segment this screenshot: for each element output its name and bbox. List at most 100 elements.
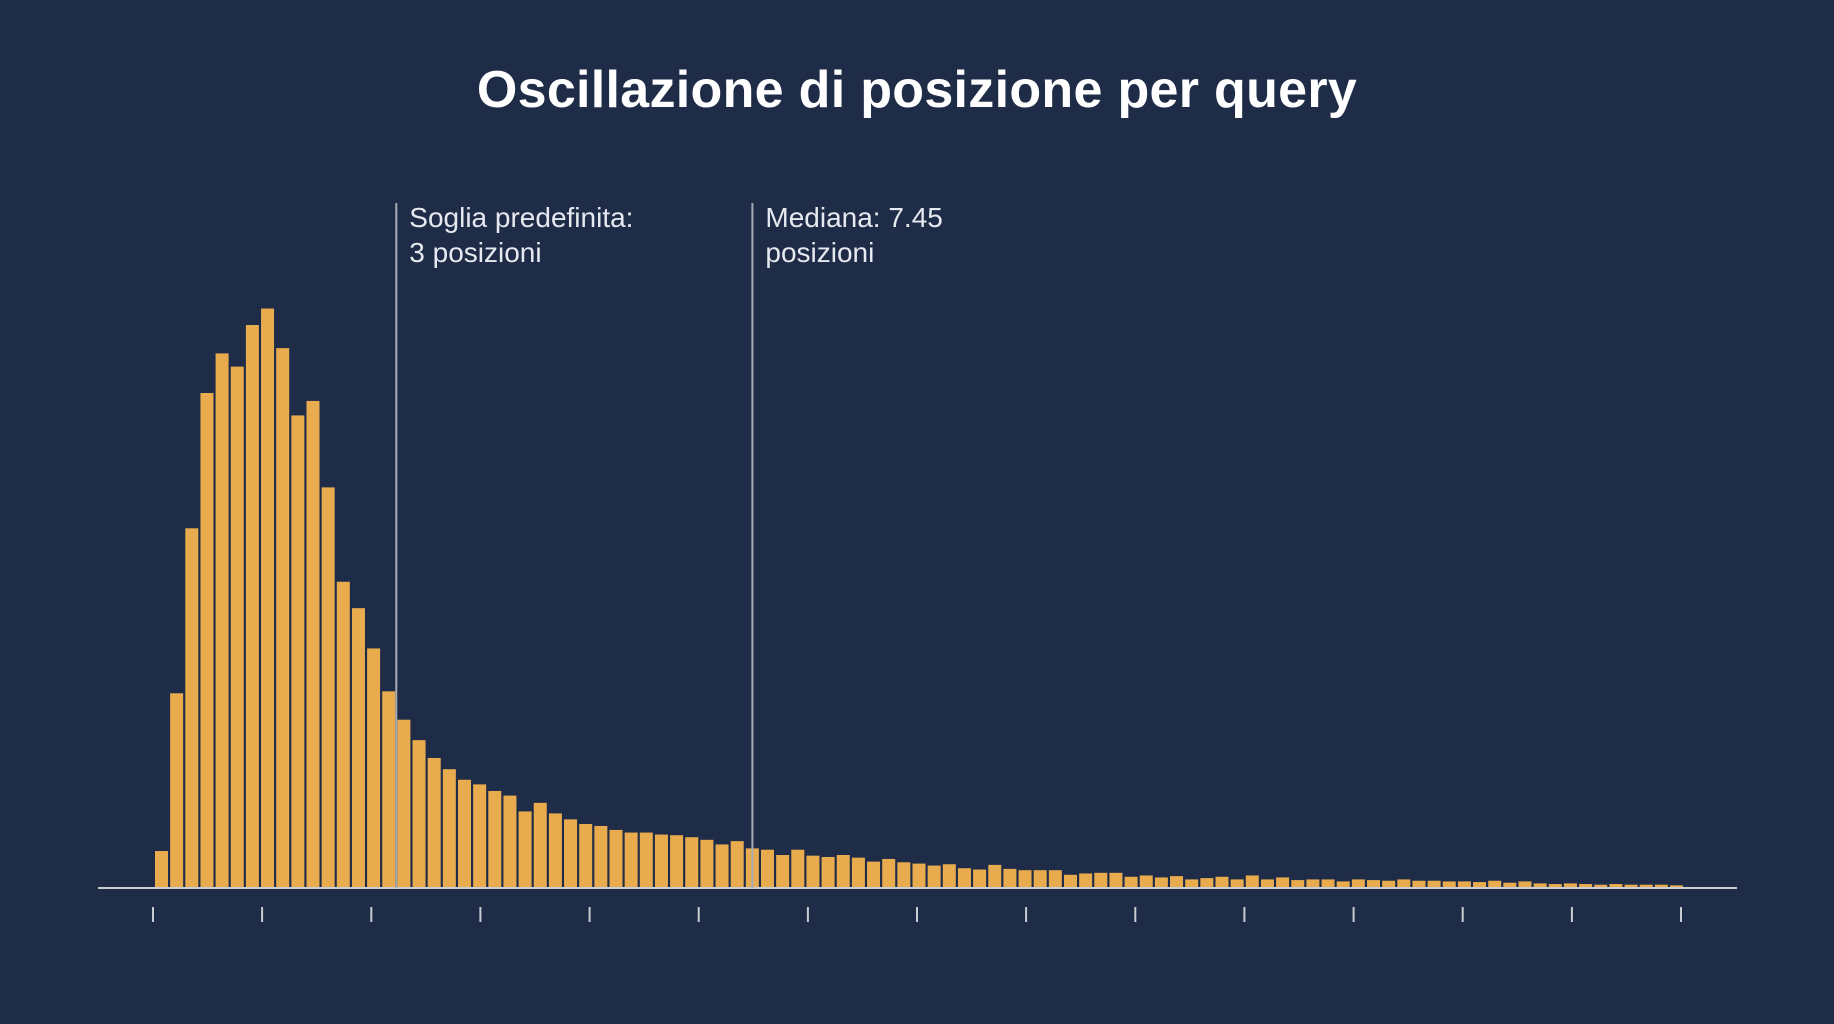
histogram-bar <box>1003 868 1017 888</box>
histogram-bar <box>1336 881 1350 888</box>
histogram-bar <box>730 841 744 888</box>
histogram-bar <box>1018 870 1032 888</box>
histogram-bar <box>1518 881 1532 888</box>
histogram-bar <box>609 829 623 888</box>
histogram-bar <box>442 769 456 888</box>
histogram-bar <box>548 813 562 888</box>
histogram-bar <box>321 487 335 888</box>
histogram-bar <box>427 757 441 888</box>
histogram-bar <box>1139 875 1153 888</box>
histogram-bar <box>1427 880 1441 888</box>
histogram-bar <box>245 325 259 888</box>
histogram-bar <box>685 837 699 888</box>
histogram-bar <box>200 393 214 888</box>
histogram-bar <box>579 823 593 888</box>
histogram-bar <box>1533 883 1547 888</box>
histogram-bar <box>1579 884 1593 888</box>
histogram-bar <box>654 834 668 888</box>
histogram-bar <box>276 348 290 888</box>
histogram-bar <box>851 857 865 888</box>
histogram-bar <box>473 784 487 888</box>
histogram-bar <box>351 608 365 888</box>
histogram-bar <box>670 835 684 888</box>
histogram-bar <box>594 825 608 888</box>
histogram-bar <box>1412 880 1426 888</box>
histogram-bar <box>1200 878 1214 888</box>
histogram-bar <box>306 400 320 888</box>
histogram-bar <box>973 869 987 888</box>
histogram-bar <box>867 861 881 888</box>
histogram-bar <box>1079 873 1093 888</box>
histogram-bar <box>1306 879 1320 888</box>
histogram-bar <box>1457 881 1471 888</box>
histogram-bar <box>624 832 638 888</box>
histogram-bar <box>1654 884 1668 888</box>
x-axis-ticks <box>152 907 1682 922</box>
histogram-bar <box>1154 877 1168 888</box>
histogram-bar <box>912 863 926 888</box>
histogram-bar <box>230 366 244 889</box>
histogram-bar <box>1276 877 1290 888</box>
histogram-bar <box>1563 883 1577 888</box>
histogram-bar <box>1351 879 1365 888</box>
histogram-bar <box>957 868 971 888</box>
histogram-bar <box>1094 872 1108 888</box>
histogram-bar <box>1503 882 1517 888</box>
histogram-bar <box>1473 882 1487 888</box>
histogram-bar <box>1170 876 1184 888</box>
histogram-bar <box>942 864 956 888</box>
annotation-label-line1: Mediana: 7.45 <box>765 202 942 233</box>
histogram-bar <box>1442 881 1456 888</box>
histogram-bar <box>1048 870 1062 888</box>
histogram-bar <box>488 790 502 888</box>
histogram-bar <box>1382 880 1396 888</box>
histogram-bar <box>503 795 517 888</box>
chart-title: Oscillazione di posizione per query <box>476 61 1358 119</box>
histogram-bar <box>1639 884 1653 888</box>
histogram-bar <box>261 308 275 888</box>
histogram-bar <box>382 691 396 888</box>
annotation-label-line2: posizioni <box>765 237 874 268</box>
histogram-bar <box>533 802 547 888</box>
histogram-bar <box>397 719 411 888</box>
histogram-bar <box>927 865 941 888</box>
histogram-bar <box>1230 879 1244 888</box>
histogram-bar <box>761 849 774 888</box>
histogram-bar <box>185 528 199 888</box>
histogram-bar <box>836 855 850 888</box>
histogram-bar <box>215 353 229 888</box>
histogram-bar <box>1291 880 1305 888</box>
histogram-bar <box>1109 872 1123 888</box>
histogram-bar <box>639 832 653 888</box>
histogram-bar <box>367 648 381 888</box>
histogram-bar <box>564 819 578 888</box>
histogram-bar <box>988 864 1002 888</box>
histogram-bar <box>336 581 350 888</box>
histogram-bar <box>1488 880 1502 888</box>
histogram-bar <box>1245 875 1259 888</box>
histogram-bar <box>715 844 729 888</box>
histogram-bar <box>897 862 911 888</box>
histogram-bar <box>412 740 426 888</box>
histogram-bar <box>1064 874 1077 888</box>
histogram-bar <box>1548 884 1562 888</box>
annotation-group: Soglia predefinita: 3 posizioni Mediana: 7… <box>395 202 943 888</box>
histogram-bar <box>1670 885 1683 888</box>
histogram-bar <box>821 856 835 888</box>
histogram-bar <box>806 855 820 888</box>
bar-group <box>155 308 1683 889</box>
histogram-bar <box>776 855 790 888</box>
histogram-bar <box>882 858 896 888</box>
histogram-bar <box>170 693 184 888</box>
histogram-bar <box>155 851 168 888</box>
histogram-bar <box>1594 884 1608 888</box>
histogram-bar <box>791 849 805 888</box>
histogram-bar <box>1367 880 1380 888</box>
histogram-bar <box>518 811 532 888</box>
histogram-bar <box>1397 879 1411 888</box>
histogram-bar <box>458 779 471 888</box>
histogram-bar <box>1321 879 1335 888</box>
annotation-label-line2: 3 posizioni <box>409 237 541 268</box>
